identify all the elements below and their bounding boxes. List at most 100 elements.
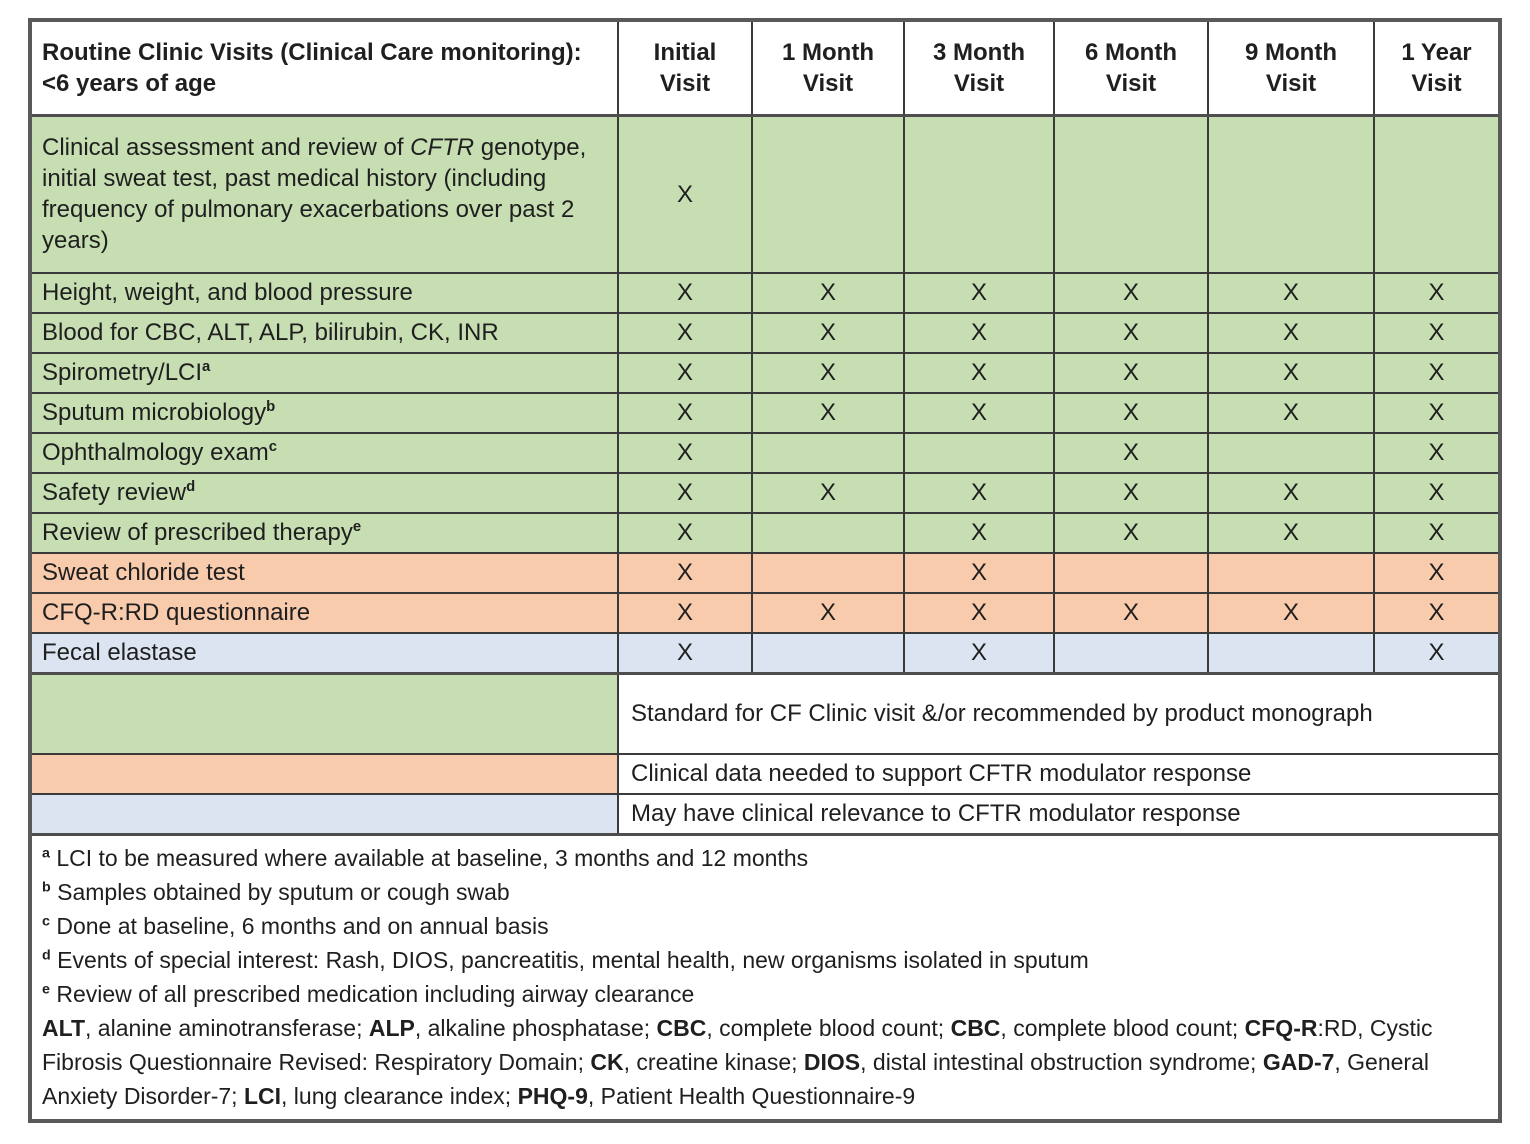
legend-row: May have clinical relevance to CFTR modu…	[29, 793, 1501, 836]
empty-cell	[1053, 114, 1209, 274]
visit-mark-cell: X	[1373, 272, 1501, 314]
visit-mark-cell: X	[617, 632, 753, 675]
text-segment: Done at baseline, 6 months and on annual…	[49, 912, 549, 939]
legend-swatch-green	[29, 672, 619, 755]
text-segment: , creatine kinase;	[623, 1048, 804, 1075]
footnote-line: c Done at baseline, 6 months and on annu…	[42, 909, 1486, 943]
empty-cell	[903, 432, 1055, 474]
footnote-line: b Samples obtained by sputum or cough sw…	[42, 875, 1486, 909]
table-row: Ophthalmology examc X X X	[29, 432, 1501, 474]
visit-mark-cell: X	[1053, 272, 1209, 314]
text-segment: Height, weight, and blood pressure	[42, 279, 413, 307]
visit-mark-cell: X	[903, 632, 1055, 675]
column-header: 6 Month Visit	[1053, 19, 1209, 117]
text-segment: Events of special interest: Rash, DIOS, …	[50, 946, 1089, 973]
visit-mark-cell: X	[1373, 352, 1501, 394]
row-label: Ophthalmology examc	[29, 432, 619, 474]
visit-mark-cell: X	[1053, 472, 1209, 514]
empty-cell	[903, 114, 1055, 274]
text-segment: , complete blood count;	[1000, 1014, 1245, 1041]
text-segment: CK	[590, 1048, 624, 1075]
clinic-visits-table: Routine Clinic Visits (Clinical Care mon…	[28, 18, 1502, 1123]
text-segment: a	[42, 844, 50, 861]
visit-mark-cell: X	[1207, 512, 1375, 554]
footnotes: a LCI to be measured where available at …	[29, 833, 1501, 1122]
visit-mark-cell: X	[903, 592, 1055, 634]
visit-mark-cell: X	[1373, 512, 1501, 554]
visit-mark-cell: X	[903, 392, 1055, 434]
text-segment: b	[266, 399, 276, 416]
column-header: 1 Month Visit	[751, 19, 905, 117]
text-segment: :RD, Cystic Fibrosis Questionnaire Revis…	[42, 1014, 1433, 1075]
text-segment: LCI	[243, 1082, 282, 1109]
visit-mark-cell: X	[1053, 512, 1209, 554]
visit-mark-cell: X	[1053, 432, 1209, 474]
visit-mark-cell: X	[1053, 392, 1209, 434]
text-segment: Fecal elastase	[42, 639, 197, 667]
row-label: Sweat chloride test	[29, 552, 619, 594]
empty-cell	[1053, 552, 1209, 594]
column-header: Initial Visit	[617, 19, 753, 117]
text-segment: Review of all prescribed medication incl…	[49, 980, 695, 1007]
table-row: CFQ-R:RD questionnaire X X X X X X	[29, 592, 1501, 634]
visit-mark-cell: X	[617, 472, 753, 514]
visit-mark-cell: X	[617, 432, 753, 474]
legend-label: Standard for CF Clinic visit &/or recomm…	[617, 672, 1501, 755]
footnote-line: ALT, alanine aminotransferase; ALP, alka…	[42, 1011, 1486, 1113]
visit-mark-cell: X	[1373, 592, 1501, 634]
text-segment: , Patient Health Questionnaire-9	[587, 1082, 916, 1109]
text-segment: , General Anxiety Disorder-7;	[42, 1048, 1429, 1109]
text-segment: CFTR	[410, 133, 475, 161]
empty-cell	[751, 432, 905, 474]
empty-cell	[1207, 432, 1375, 474]
visit-mark-cell: X	[1207, 352, 1375, 394]
text-segment: Clinical assessment and review of	[42, 133, 411, 161]
visit-mark-cell: X	[1373, 312, 1501, 354]
visit-mark-cell: X	[617, 592, 753, 634]
text-segment: Safety review	[42, 479, 187, 507]
row-label: Clinical assessment and review of CFTR g…	[29, 114, 619, 274]
table-row: Safety reviewd X X X X X X	[29, 472, 1501, 514]
visit-mark-cell: X	[903, 312, 1055, 354]
text-segment: c	[268, 439, 278, 456]
visit-mark-cell: X	[1373, 392, 1501, 434]
text-segment: Spirometry/LCI	[42, 359, 203, 387]
visit-mark-cell: X	[751, 312, 905, 354]
row-label: Review of prescribed therapye	[29, 512, 619, 554]
visit-mark-cell: X	[751, 352, 905, 394]
text-segment: Review of prescribed therapy	[42, 519, 353, 547]
visit-mark-cell: X	[751, 472, 905, 514]
table-row: Spirometry/LCIa X X X X X X	[29, 352, 1501, 394]
visit-mark-cell: X	[903, 552, 1055, 594]
visit-mark-cell: X	[1207, 392, 1375, 434]
visit-mark-cell: X	[751, 392, 905, 434]
text-segment: , distal intestinal obstruction syndrome…	[860, 1048, 1263, 1075]
legend-row: Clinical data needed to support CFTR mod…	[29, 753, 1501, 795]
empty-cell	[1207, 552, 1375, 594]
text-segment: LCI to be measured where available at ba…	[49, 844, 809, 871]
empty-cell	[1207, 632, 1375, 675]
legend-row: Standard for CF Clinic visit &/or recomm…	[29, 672, 1501, 755]
legend-label: Clinical data needed to support CFTR mod…	[617, 753, 1501, 795]
text-segment: ALP	[368, 1014, 415, 1041]
visit-mark-cell: X	[1053, 312, 1209, 354]
visit-mark-cell: X	[1373, 472, 1501, 514]
visit-mark-cell: X	[1207, 272, 1375, 314]
visit-mark-cell: X	[751, 272, 905, 314]
empty-cell	[1207, 114, 1375, 274]
visit-mark-cell: X	[1053, 592, 1209, 634]
text-segment: , lung clearance index;	[281, 1082, 518, 1109]
text-segment: CBC	[950, 1014, 1001, 1041]
footnote-line: a LCI to be measured where available at …	[42, 841, 1486, 875]
text-segment: PHQ-9	[517, 1082, 588, 1109]
text-segment: , alanine aminotransferase;	[85, 1014, 369, 1041]
visit-mark-cell: X	[617, 552, 753, 594]
text-segment: CFQ-R:RD questionnaire	[42, 599, 311, 627]
empty-cell	[1053, 632, 1209, 675]
table-row: Clinical assessment and review of CFTR g…	[29, 114, 1501, 274]
row-label: Safety reviewd	[29, 472, 619, 514]
text-segment: Blood for CBC, ALT, ALP, bilirubin, CK, …	[42, 319, 499, 347]
text-segment: CBC	[656, 1014, 707, 1041]
empty-cell	[751, 552, 905, 594]
table-row: Review of prescribed therapye X X X X X	[29, 512, 1501, 554]
